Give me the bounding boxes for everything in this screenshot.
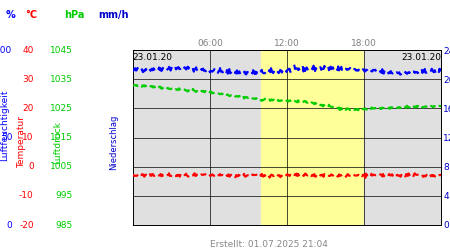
Text: 995: 995 [56, 191, 73, 200]
Text: Luftdruck: Luftdruck [53, 121, 62, 164]
Text: 100: 100 [0, 46, 13, 54]
Text: 0: 0 [28, 162, 34, 171]
Text: Temperatur: Temperatur [17, 116, 26, 168]
Text: 1045: 1045 [50, 46, 73, 54]
Bar [261, 50, 364, 225]
Text: %: % [5, 10, 15, 20]
Text: 20: 20 [22, 104, 34, 113]
Text: 30: 30 [22, 75, 34, 84]
Text: Erstellt: 01.07.2025 21:04: Erstellt: 01.07.2025 21:04 [210, 240, 328, 249]
Text: -20: -20 [19, 220, 34, 230]
Text: 50: 50 [1, 133, 13, 142]
Text: °C: °C [25, 10, 37, 20]
Text: 10: 10 [22, 133, 34, 142]
Text: 985: 985 [56, 220, 73, 230]
Text: hPa: hPa [64, 10, 84, 20]
Text: 23.01.20: 23.01.20 [401, 52, 441, 62]
Text: 1035: 1035 [50, 75, 73, 84]
Text: 40: 40 [22, 46, 34, 54]
Text: mm/h: mm/h [98, 10, 129, 20]
Text: Luftfeuchtigkeit: Luftfeuchtigkeit [0, 89, 9, 161]
Text: 1025: 1025 [50, 104, 73, 113]
Text: Niederschlag: Niederschlag [109, 115, 118, 170]
Text: 0: 0 [7, 220, 13, 230]
Text: 23.01.20: 23.01.20 [133, 52, 173, 62]
Text: 1005: 1005 [50, 162, 73, 171]
Bar [364, 50, 441, 225]
Text: -10: -10 [19, 191, 34, 200]
Bar [133, 50, 261, 225]
Text: 1015: 1015 [50, 133, 73, 142]
